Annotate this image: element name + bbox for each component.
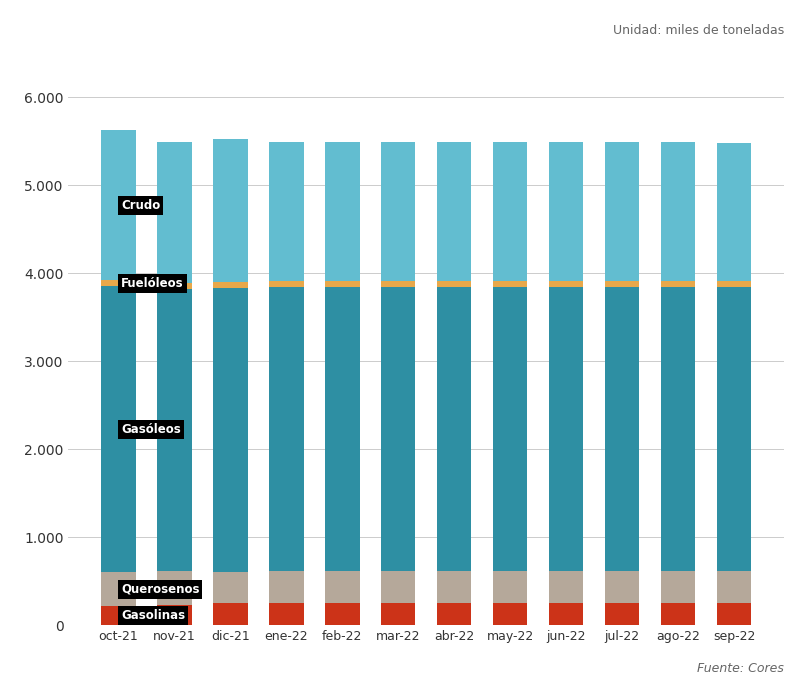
Bar [604,287,638,572]
Bar [381,603,415,625]
Bar [213,288,247,572]
Bar [492,287,527,572]
Text: Fuelóleos: Fuelóleos [121,277,183,290]
Bar [157,283,191,289]
Bar [604,603,638,625]
Bar [660,287,695,572]
Text: Querosenos: Querosenos [121,583,199,596]
Text: Gasóleos: Gasóleos [121,423,181,436]
Bar [492,572,527,603]
Bar [268,603,304,625]
Bar [715,572,751,603]
Bar [436,603,471,625]
Bar [436,281,471,287]
Bar [548,142,583,281]
Bar [157,142,191,283]
Bar [100,572,136,606]
Bar [436,287,471,572]
Bar [381,572,415,603]
Bar [268,572,304,603]
Bar [157,605,191,625]
Bar [213,282,247,288]
Bar [324,281,359,287]
Bar [715,603,751,625]
Bar [715,281,751,287]
Bar [548,603,583,625]
Bar [715,143,751,281]
Bar [268,287,304,572]
Text: Crudo: Crudo [121,199,160,212]
Bar [548,572,583,603]
Text: Fuente: Cores: Fuente: Cores [696,662,783,675]
Bar [213,139,247,282]
Bar [324,287,359,572]
Bar [548,287,583,572]
Bar [660,572,695,603]
Text: Unidad: miles de toneladas: Unidad: miles de toneladas [612,24,783,37]
Bar [715,287,751,572]
Bar [604,281,638,287]
Bar [157,289,191,571]
Bar [100,131,136,280]
Bar [660,142,695,281]
Bar [660,281,695,287]
Bar [324,603,359,625]
Bar [492,603,527,625]
Bar [660,603,695,625]
Bar [213,572,247,603]
Bar [157,571,191,605]
Bar [604,572,638,603]
Bar [268,142,304,281]
Bar [381,287,415,572]
Bar [100,606,136,625]
Bar [268,281,304,287]
Bar [548,281,583,287]
Bar [213,603,247,625]
Text: Gasolinas: Gasolinas [121,609,185,622]
Bar [604,142,638,281]
Bar [381,142,415,281]
Bar [436,572,471,603]
Bar [436,142,471,281]
Bar [492,281,527,287]
Bar [100,280,136,286]
Bar [100,286,136,572]
Bar [492,142,527,281]
Bar [324,572,359,603]
Bar [381,281,415,287]
Bar [324,142,359,281]
